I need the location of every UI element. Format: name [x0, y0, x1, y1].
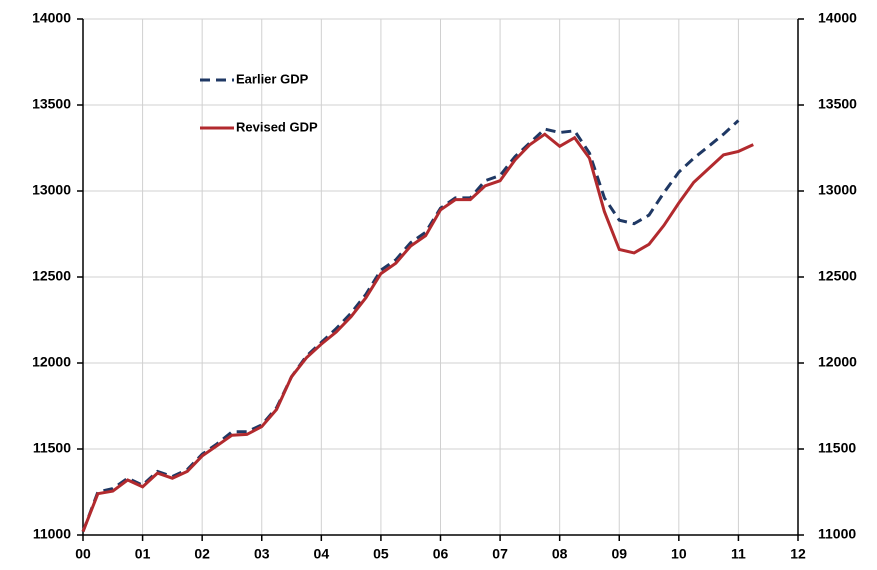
y2-tick-label: 13500 — [818, 96, 857, 112]
x-tick-label: 00 — [75, 546, 91, 562]
y2-tick-label: 13000 — [818, 182, 857, 198]
x-tick-label: 06 — [433, 546, 449, 562]
y2-tick-label: 12000 — [818, 354, 857, 370]
x-tick-label: 01 — [135, 546, 151, 562]
y2-tick-label: 14000 — [818, 10, 857, 26]
x-tick-label: 08 — [552, 546, 568, 562]
y-tick-label: 11500 — [33, 440, 71, 456]
y-tick-label: 13000 — [32, 182, 71, 198]
y2-tick-label: 12500 — [818, 268, 857, 284]
y2-tick-label: 11500 — [818, 440, 856, 456]
x-tick-label: 04 — [314, 546, 330, 562]
y-tick-label: 13500 — [32, 96, 71, 112]
x-tick-label: 12 — [790, 546, 806, 562]
y-tick-label: 12000 — [32, 354, 71, 370]
legend-label: Revised GDP — [236, 119, 318, 134]
y-tick-label: 12500 — [32, 268, 71, 284]
x-tick-label: 07 — [492, 546, 508, 562]
x-tick-label: 11 — [731, 546, 746, 562]
series-line — [81, 119, 740, 533]
legend-label: Earlier GDP — [236, 71, 309, 86]
x-tick-label: 10 — [671, 546, 687, 562]
series-line — [81, 132, 754, 533]
y-tick-label: 14000 — [32, 10, 71, 26]
y2-tick-label: 11000 — [818, 526, 856, 542]
x-tick-label: 02 — [194, 546, 210, 562]
x-tick-label: 05 — [373, 546, 389, 562]
y-tick-label: 11000 — [33, 526, 71, 542]
x-tick-label: 03 — [254, 546, 270, 562]
x-tick-label: 09 — [611, 546, 627, 562]
